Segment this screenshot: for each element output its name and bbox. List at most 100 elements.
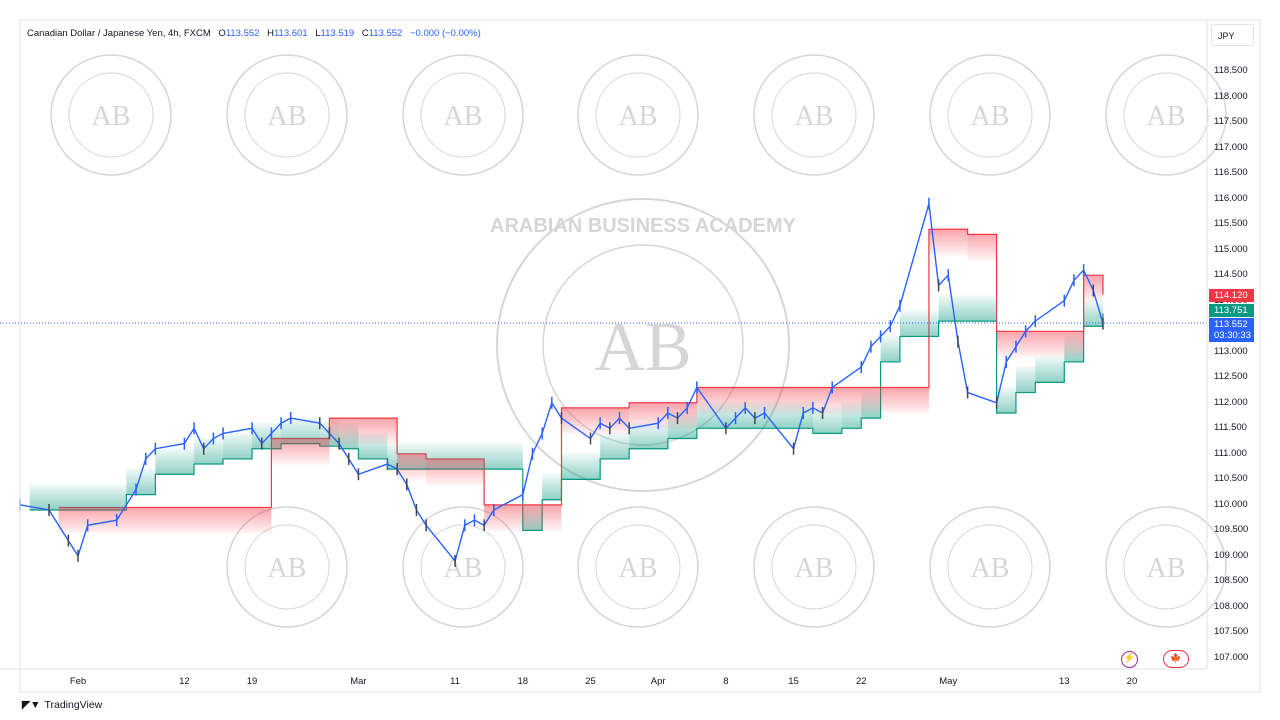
support-fill-band xyxy=(996,386,1016,413)
close-label: C xyxy=(361,28,369,39)
watermark-monogram-large: AB xyxy=(594,309,691,386)
trailing-stop-fill xyxy=(29,228,1104,534)
price-tick-label: 117.500 xyxy=(1214,116,1248,128)
time-tick-label: 22 xyxy=(855,676,867,687)
high-label: H xyxy=(267,28,274,39)
watermark-seal: AB xyxy=(226,54,348,176)
watermark-seal: AB xyxy=(402,54,524,176)
watermark-monogram: AB xyxy=(268,101,307,132)
support-fill-band xyxy=(223,432,253,459)
resistance-fill-band xyxy=(696,387,765,414)
price-tick-label: 118.000 xyxy=(1214,90,1248,102)
watermark-monogram: AB xyxy=(795,553,834,584)
support-fill-band xyxy=(899,310,939,337)
tradingview-logo[interactable]: ◤▼ TradingView xyxy=(22,699,102,711)
price-tick-label: 115.000 xyxy=(1214,243,1248,255)
price-tick-label: 110.000 xyxy=(1214,498,1248,510)
support-fill-band xyxy=(542,473,562,500)
canada-flag-icon[interactable]: 🍁 xyxy=(1163,650,1189,668)
support-fill-band xyxy=(600,432,630,459)
watermark-seal: AB xyxy=(577,54,699,176)
time-tick-label: 8 xyxy=(723,676,729,687)
high-value: 113.601 xyxy=(273,28,308,39)
price-tick-label: 107.500 xyxy=(1214,626,1249,638)
resistance-fill-band xyxy=(629,402,697,429)
open-label: O xyxy=(218,28,226,39)
watermark-layer: AB AB AB AB AB AB AB AB AB AB AB AB AB AB ARABIAN BUSI… xyxy=(50,54,1227,628)
lower-stop-label: 113.751 xyxy=(1209,304,1254,317)
upper-stop-label: 114.120 xyxy=(1209,289,1254,302)
support-fill-band xyxy=(87,483,127,510)
watermark-monogram: AB xyxy=(795,101,834,132)
watermark-monogram: AB xyxy=(1147,101,1186,132)
resistance-fill-band xyxy=(1035,331,1084,358)
resistance-fill-band xyxy=(329,418,398,445)
support-fill-band xyxy=(155,448,195,475)
watermark-monogram: AB xyxy=(268,553,307,584)
symbol-title[interactable]: Canadian Dollar / Japanese Yen, 4h, FXCM xyxy=(27,28,211,39)
lightning-icon[interactable]: ⚡ xyxy=(1121,651,1138,668)
watermark-monogram: AB xyxy=(971,553,1010,584)
support-fill-band xyxy=(1015,366,1036,393)
time-tick-label: 25 xyxy=(585,676,596,687)
watermark-seal: AB xyxy=(753,506,875,628)
watermark-seal: AB xyxy=(1105,506,1227,628)
resistance-fill-band xyxy=(928,229,968,256)
last-price-value: 113.552 xyxy=(1214,319,1248,330)
close-value: 113.552 xyxy=(368,28,403,39)
watermark-seal: AB xyxy=(226,506,348,628)
support-fill-band xyxy=(957,295,997,322)
watermark-monogram: AB xyxy=(1147,553,1186,584)
price-tick-label: 110.500 xyxy=(1214,473,1248,485)
watermark-seal: AB xyxy=(929,54,1051,176)
watermark-monogram: AB xyxy=(444,553,483,584)
watermark-seal: AB xyxy=(402,506,524,628)
price-series xyxy=(19,197,1104,568)
time-tick-label: May xyxy=(939,676,958,687)
watermark-monogram: AB xyxy=(92,101,131,132)
resistance-fill-band xyxy=(484,504,562,531)
price-tick-label: 111.000 xyxy=(1214,447,1247,459)
price-tick-label: 109.500 xyxy=(1214,524,1249,536)
time-tick-label: 11 xyxy=(450,676,461,687)
price-tick-label: 107.000 xyxy=(1214,652,1249,663)
bar-countdown: 03:30:33 xyxy=(1214,330,1251,341)
price-tick-label: 118.500 xyxy=(1214,65,1248,76)
watermark-monogram: AB xyxy=(619,101,658,132)
tradingview-brand: TradingView xyxy=(44,699,103,711)
time-tick-label: 20 xyxy=(1126,676,1138,687)
watermark-monogram: AB xyxy=(619,553,658,584)
support-fill-band xyxy=(938,295,958,322)
change-value: −0.000 (−0.00%) xyxy=(409,28,481,39)
price-tick-label: 116.000 xyxy=(1214,192,1248,204)
price-tick-label: 116.500 xyxy=(1214,167,1248,179)
tradingview-mark-icon: ◤▼ xyxy=(22,699,41,711)
open-value: 113.552 xyxy=(225,28,260,39)
support-fill-band xyxy=(29,483,88,510)
support-fill-band xyxy=(194,438,224,465)
watermark-text: ARABIAN BUSINESS ACADEMY xyxy=(490,215,797,237)
watermark-seal: AB xyxy=(577,506,699,628)
price-tick-label: 117.000 xyxy=(1214,141,1248,153)
watermark-monogram: AB xyxy=(971,101,1010,132)
time-tick-label: 19 xyxy=(246,676,258,687)
low-label: L xyxy=(315,28,321,39)
currency-button[interactable]: JPY xyxy=(1211,24,1254,46)
time-tick-label: 15 xyxy=(788,676,799,687)
resistance-fill-band xyxy=(58,507,88,534)
support-fill-band xyxy=(1035,356,1065,383)
price-tick-label: 108.500 xyxy=(1214,575,1249,587)
support-fill-band xyxy=(561,453,601,480)
time-tick-label: 13 xyxy=(1059,676,1070,687)
watermark-seal: AB xyxy=(929,506,1051,628)
price-tick-label: 109.000 xyxy=(1214,549,1249,561)
low-value: 113.519 xyxy=(320,28,355,39)
resistance-fill-band xyxy=(426,458,485,485)
time-tick-label: Apr xyxy=(650,676,666,687)
price-tick-label: 111.500 xyxy=(1214,422,1247,434)
time-tick-label: Mar xyxy=(350,676,367,687)
price-tick-label: 112.000 xyxy=(1214,396,1248,408)
price-tick-label: 115.500 xyxy=(1214,218,1248,230)
watermark-seal: AB xyxy=(753,54,875,176)
